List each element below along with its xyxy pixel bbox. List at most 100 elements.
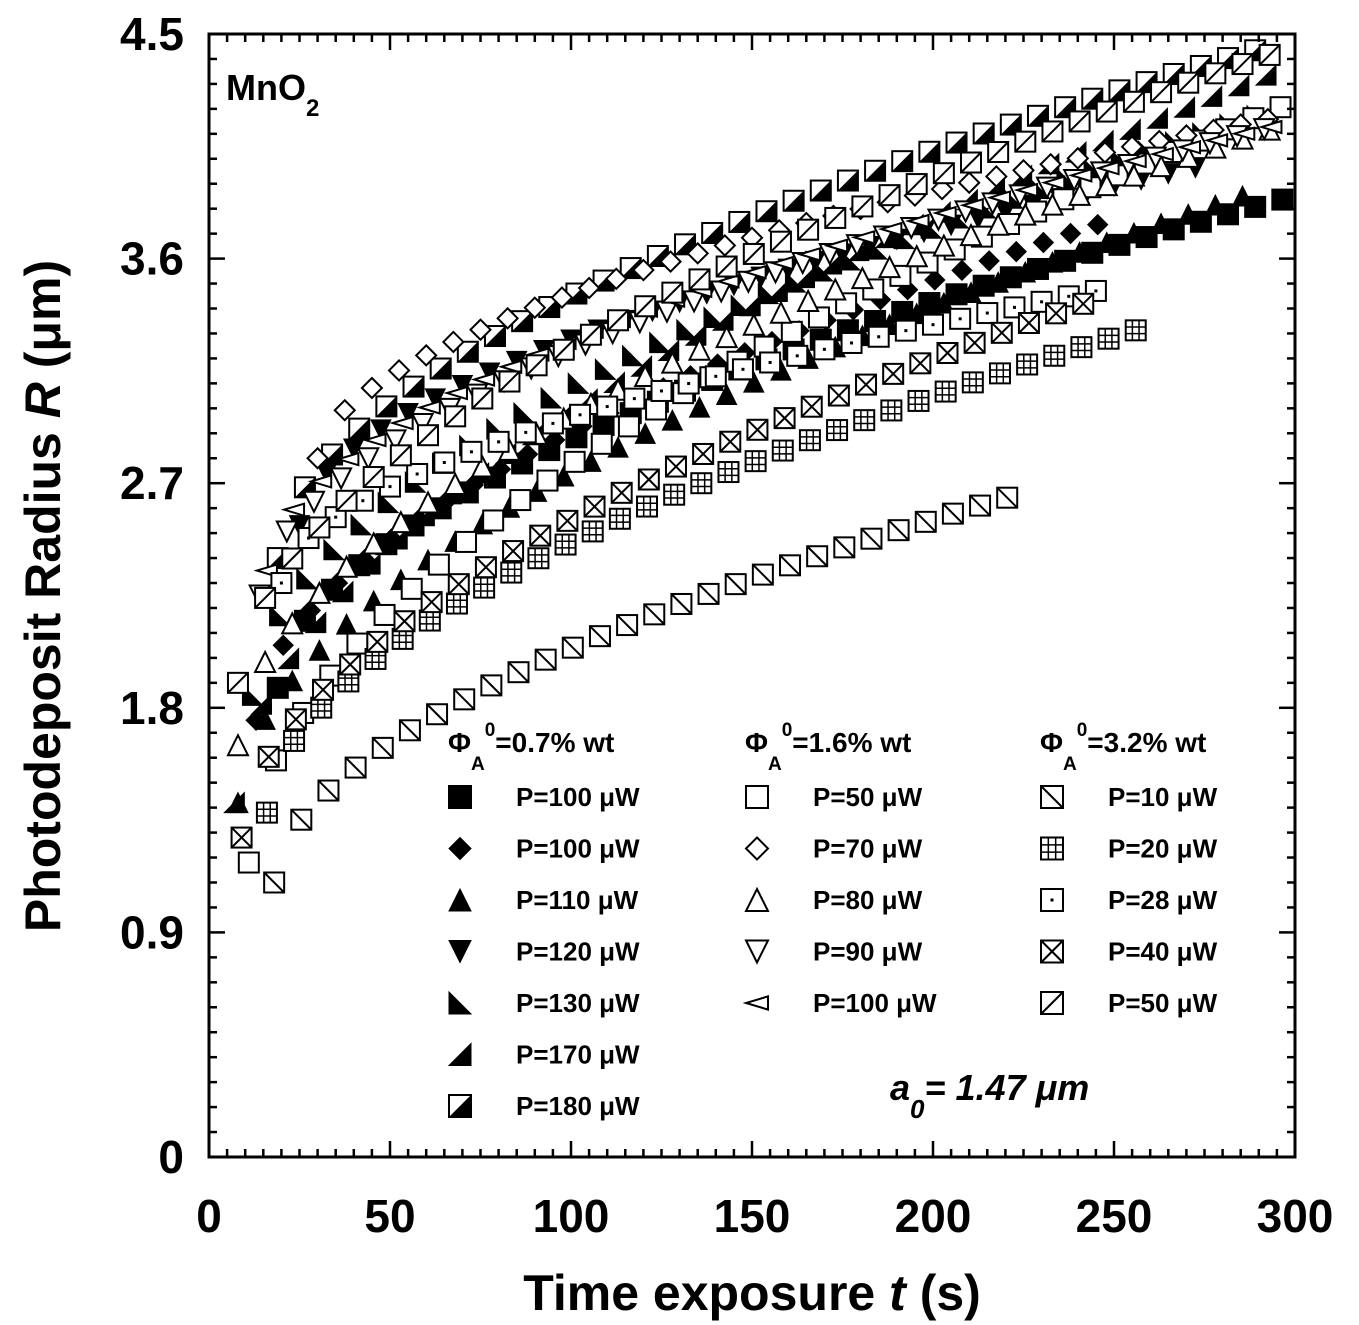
data-point	[453, 688, 476, 711]
data-point	[541, 412, 564, 435]
data-point	[969, 494, 992, 517]
data-point	[594, 358, 617, 380]
data-point	[308, 639, 331, 661]
data-point	[922, 313, 944, 336]
x-tick-label: 300	[1257, 1190, 1334, 1242]
data-point	[402, 375, 425, 398]
legend-marker	[448, 940, 472, 964]
data-point	[579, 323, 602, 346]
legend-marker	[742, 995, 769, 1011]
data-point	[393, 610, 416, 633]
data-point	[934, 380, 957, 403]
data-point	[1072, 292, 1095, 315]
data-point	[561, 636, 584, 659]
data-point	[715, 324, 739, 349]
data-point	[529, 524, 552, 547]
y-axis-unit: (μm)	[15, 260, 71, 368]
data-point	[1119, 118, 1141, 140]
data-point	[469, 318, 492, 342]
data-point	[250, 693, 272, 715]
data-point	[346, 632, 369, 655]
data-point	[473, 576, 496, 599]
data-point	[563, 450, 586, 473]
data-point	[383, 429, 408, 453]
data-point	[664, 455, 687, 478]
data-point	[743, 371, 765, 393]
data-point	[714, 274, 740, 289]
data-point	[661, 281, 684, 304]
data-point	[389, 509, 413, 534]
y-axis-title: Photodeposit Radius R (μm)	[15, 260, 71, 932]
data-point	[771, 439, 794, 462]
data-point	[1013, 182, 1039, 198]
x-tick-label: 250	[1076, 1190, 1153, 1242]
data-point	[932, 162, 955, 185]
data-point	[659, 250, 682, 273]
data-point	[724, 573, 747, 596]
data-point	[704, 365, 727, 388]
legend-marker	[448, 887, 472, 912]
data-point	[1087, 213, 1109, 236]
data-point	[1014, 130, 1037, 153]
data-point	[1204, 193, 1227, 216]
data-point	[502, 540, 525, 563]
data-point	[280, 611, 304, 635]
data-point	[389, 444, 412, 467]
data-point	[633, 363, 657, 388]
legend-marker	[448, 990, 473, 1015]
data-point	[362, 466, 385, 489]
data-point	[853, 409, 876, 432]
data-point	[577, 276, 601, 300]
y-tick-label: 0	[158, 1131, 184, 1183]
data-point	[257, 745, 280, 768]
data-point	[302, 490, 326, 515]
data-point	[534, 648, 557, 671]
legend-marker	[1040, 991, 1064, 1015]
data-point	[769, 255, 794, 271]
data-point	[717, 461, 740, 484]
y-tick-label: 3.6	[120, 233, 184, 285]
x-tick-label: 50	[364, 1190, 415, 1242]
data-point	[840, 331, 863, 354]
data-point	[304, 611, 327, 634]
data-point	[1005, 240, 1027, 263]
data-point	[1230, 126, 1256, 142]
data-point	[1097, 327, 1120, 350]
data-point	[806, 545, 829, 568]
data-point	[527, 547, 550, 570]
data-point	[416, 400, 441, 415]
legend-marker	[1040, 785, 1064, 809]
data-point	[894, 319, 917, 342]
data-point	[610, 481, 633, 504]
data-point	[617, 415, 640, 438]
data-point	[827, 384, 850, 407]
data-point	[414, 343, 438, 367]
data-point	[924, 269, 946, 291]
data-point	[932, 205, 957, 221]
data-point	[496, 306, 520, 330]
data-point	[1269, 96, 1292, 119]
data-point	[307, 474, 333, 489]
legend-label: P=70 μW	[813, 834, 923, 864]
data-point	[887, 519, 910, 542]
data-point	[742, 312, 766, 336]
data-point	[960, 281, 982, 304]
data-point	[701, 221, 724, 244]
data-point	[719, 430, 742, 453]
data-point	[1016, 353, 1039, 376]
data-point	[782, 189, 805, 212]
data-point	[356, 447, 380, 471]
data-point	[713, 234, 737, 257]
data-point	[410, 413, 435, 437]
y-axis-title-text: Photodeposit Radius	[15, 432, 71, 932]
legend-label: P=170 μW	[516, 1040, 640, 1070]
legend-label: P=110 μW	[516, 885, 639, 915]
data-point	[604, 267, 628, 291]
legend-marker	[744, 886, 770, 912]
data-point	[296, 567, 318, 590]
data-point	[254, 708, 276, 730]
legend-label: P=100 μW	[516, 782, 640, 812]
data-point	[826, 419, 849, 442]
data-point	[860, 527, 883, 550]
data-point	[588, 625, 611, 648]
